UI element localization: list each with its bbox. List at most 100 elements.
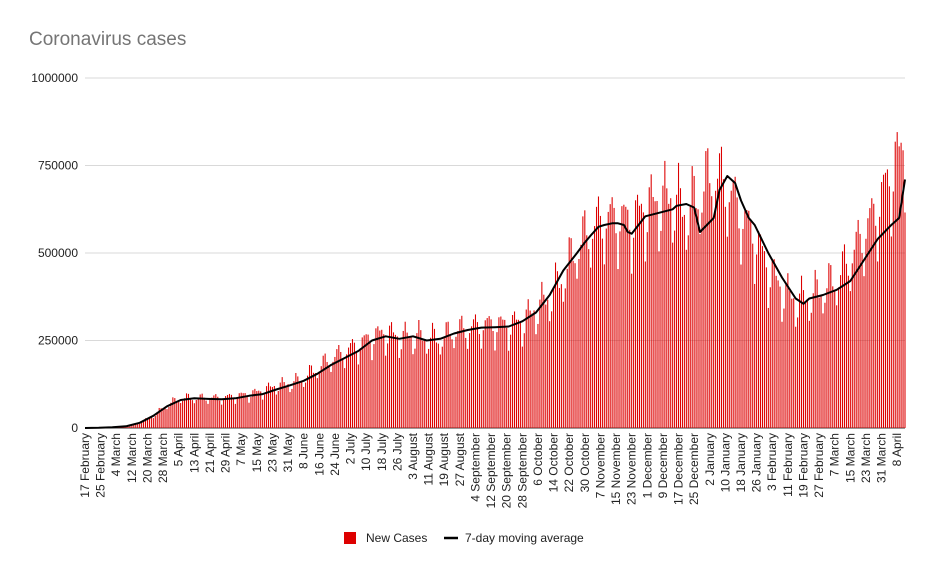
bar <box>404 321 406 428</box>
bar <box>275 394 277 428</box>
bar <box>430 337 432 428</box>
bar <box>689 206 691 428</box>
bar <box>838 287 840 428</box>
bar <box>654 201 656 428</box>
bar <box>160 408 162 428</box>
x-tick-label: 3 February <box>765 433 779 491</box>
bar <box>752 243 754 428</box>
bar <box>730 190 732 428</box>
bar <box>693 175 695 428</box>
bar <box>312 372 314 428</box>
x-tick-label: 29 April <box>219 433 233 473</box>
bar <box>853 249 855 428</box>
bar <box>326 361 328 428</box>
bar <box>305 382 307 428</box>
x-tick-label: 11 August <box>422 432 436 485</box>
x-tick-label: 31 May <box>281 433 295 472</box>
bar <box>644 261 646 428</box>
x-tick-label: 15 March <box>843 433 857 483</box>
bar <box>902 150 904 428</box>
bar <box>486 318 488 428</box>
x-tick-label: 3 August <box>406 432 420 479</box>
bar <box>390 322 393 428</box>
bar <box>824 302 826 428</box>
bar <box>293 381 295 428</box>
bar <box>459 319 461 428</box>
bar <box>332 361 334 428</box>
bar <box>877 261 879 428</box>
bar <box>166 409 168 428</box>
bar <box>143 420 145 428</box>
moving-average-line <box>84 175 906 429</box>
bar <box>426 353 428 428</box>
bar <box>266 386 268 428</box>
bar <box>715 190 717 428</box>
bar <box>558 287 560 428</box>
bar <box>314 372 316 428</box>
bar <box>720 146 723 428</box>
bar <box>344 368 346 428</box>
bar <box>851 263 853 428</box>
bar <box>812 293 814 428</box>
bar <box>629 229 631 428</box>
bar <box>271 387 273 428</box>
x-tick-label: 27 August <box>453 432 467 486</box>
bar <box>197 398 199 428</box>
bar <box>517 319 519 428</box>
bar <box>879 216 881 428</box>
bar <box>392 332 395 428</box>
bar <box>410 335 412 428</box>
bar <box>859 233 861 428</box>
bar <box>135 423 137 428</box>
x-tick-label: 4 March <box>109 433 123 476</box>
bar <box>595 206 598 428</box>
bar <box>396 336 398 428</box>
bar <box>490 319 492 428</box>
bar <box>482 330 484 428</box>
bar <box>199 394 201 428</box>
bar <box>806 298 808 428</box>
bar <box>533 310 535 428</box>
legend-swatch-new-cases <box>344 532 356 544</box>
bar <box>814 269 816 428</box>
bar <box>238 393 240 428</box>
bar <box>291 388 293 428</box>
bar <box>211 397 213 428</box>
bar <box>754 283 756 428</box>
bar <box>590 267 592 428</box>
bar <box>240 392 242 428</box>
bar <box>900 142 902 428</box>
x-tick-label: 15 May <box>250 433 264 472</box>
bar <box>170 402 172 428</box>
bar <box>264 394 266 428</box>
bar <box>228 393 231 428</box>
bar <box>201 393 203 428</box>
bar <box>549 321 551 428</box>
bar <box>193 403 195 428</box>
x-tick-label: 30 October <box>578 433 592 492</box>
bar <box>131 424 133 428</box>
y-tick-label: 250000 <box>38 334 78 348</box>
bar <box>791 298 793 428</box>
bar <box>443 338 445 428</box>
bar <box>613 207 615 428</box>
bar <box>234 403 236 428</box>
bar <box>414 348 416 428</box>
bar <box>670 198 672 428</box>
bar <box>748 210 750 428</box>
bar <box>512 314 514 428</box>
bar <box>437 343 439 428</box>
bar <box>457 330 459 428</box>
bar <box>732 181 734 428</box>
bar <box>465 337 467 428</box>
chart-title: Coronavirus cases <box>29 29 187 50</box>
bar <box>863 276 865 428</box>
x-tick-label: 25 February <box>94 433 108 498</box>
bar <box>648 187 650 428</box>
x-tick-label: 23 March <box>859 433 873 483</box>
bar <box>277 391 279 428</box>
bar <box>478 334 480 428</box>
bar <box>363 335 365 428</box>
x-tick-label: 23 November <box>625 433 639 505</box>
bar <box>398 357 400 428</box>
